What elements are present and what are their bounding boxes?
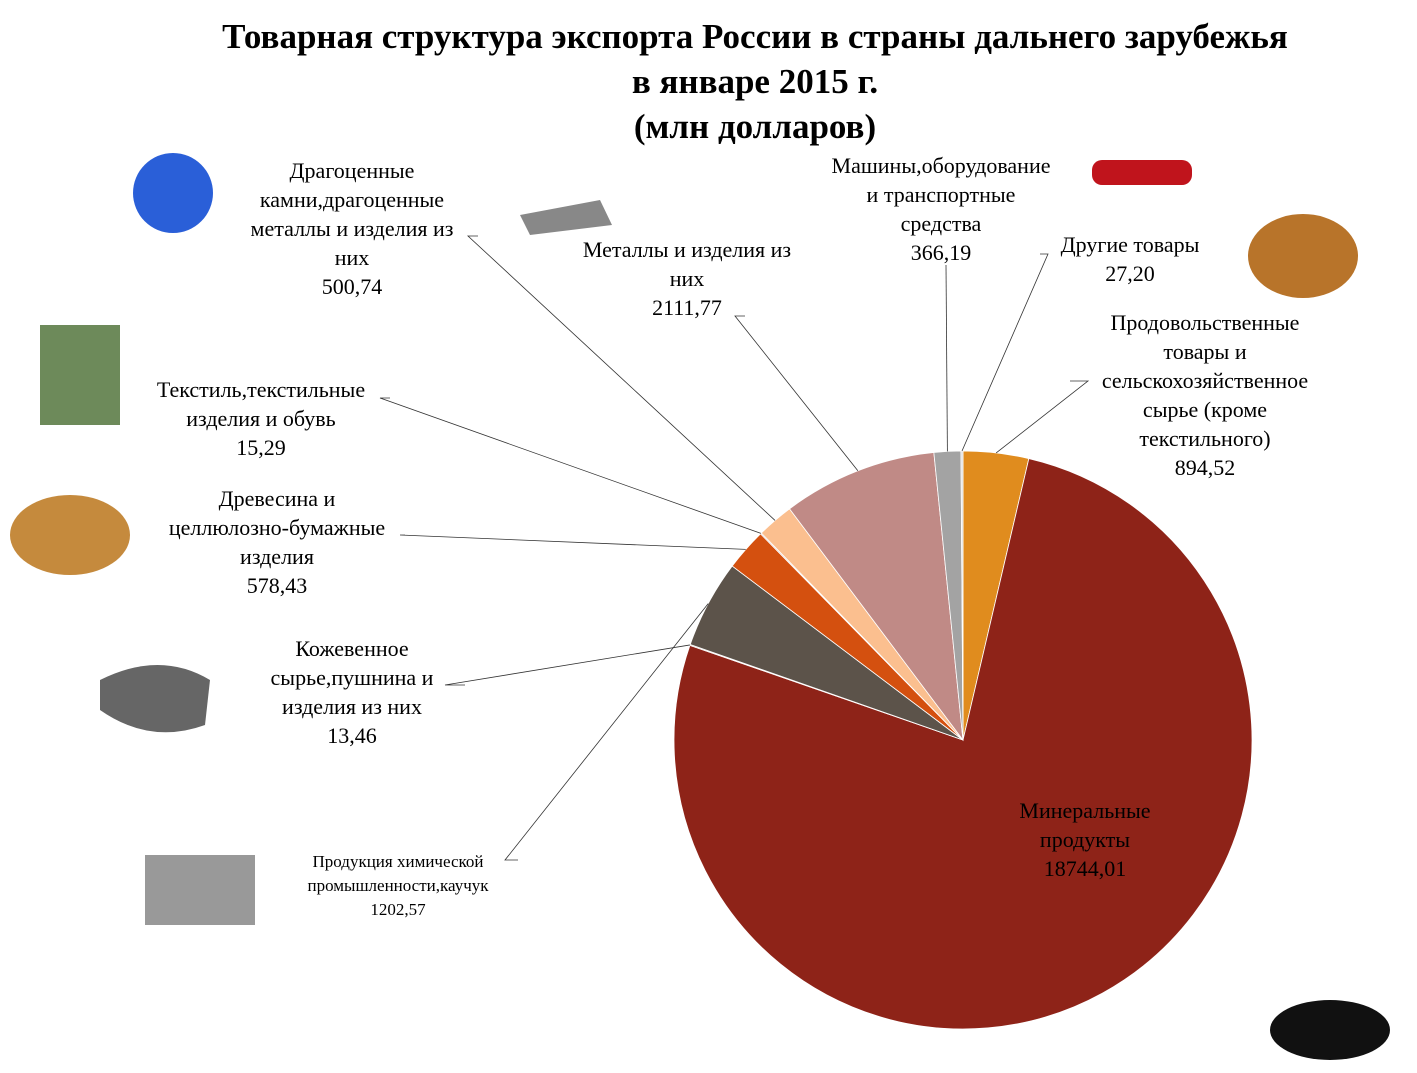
- value-label: 15,29: [236, 435, 286, 460]
- textile-icon: [40, 325, 120, 425]
- value-label: 578,43: [246, 573, 308, 598]
- leader-line: [399, 534, 746, 550]
- value-label: 2111,77: [652, 295, 722, 320]
- metal-icon: [520, 200, 612, 235]
- category-name: Драгоценные камни,драгоценные металлы и …: [250, 158, 454, 270]
- leader-line: [444, 644, 691, 686]
- leader-line: [995, 380, 1090, 454]
- chemistry-icon: [145, 855, 255, 925]
- leader-line: [961, 253, 1049, 452]
- burger-icon: [1248, 214, 1358, 298]
- slice-label: Кожевенное сырье,пушнина и изделия из ни…: [271, 634, 434, 750]
- leader-line: [945, 264, 948, 452]
- category-name: Текстиль,текстильные изделия и обувь: [156, 377, 366, 431]
- gem-icon: [133, 153, 213, 233]
- slice-label: Машины,оборудование и транспортные средс…: [832, 151, 1051, 267]
- slice-label: Металлы и изделия из них 2111,77: [583, 235, 791, 322]
- value-label: 13,46: [327, 723, 377, 748]
- value-label: 366,19: [910, 240, 972, 265]
- category-name: Кожевенное сырье,пушнина и изделия из ни…: [270, 636, 434, 719]
- leader-line: [734, 315, 859, 472]
- chart-title: Товарная структура экспорта России в стр…: [222, 17, 1288, 146]
- category-name: Древесина и целлюлозно-бумажные изделия: [168, 486, 386, 569]
- pie-slice: [960, 450, 964, 741]
- category-name: Другие товары: [1060, 232, 1200, 257]
- leader-line: [466, 235, 776, 521]
- slice-label: Текстиль,текстильные изделия и обувь 15,2…: [157, 375, 365, 462]
- value-label: 18744,01: [1043, 856, 1127, 881]
- slice-label: Драгоценные камни,драгоценные металлы и …: [251, 156, 454, 301]
- category-name: Продовольственные товары и сельскохозяйс…: [1101, 310, 1309, 451]
- value-label: 894,52: [1174, 455, 1236, 480]
- decor: [10, 153, 1390, 1060]
- value-label: 500,74: [321, 274, 383, 299]
- wood-icon: [10, 495, 130, 575]
- slice-label: Продовольственные товары и сельскохозяйс…: [1102, 308, 1308, 482]
- category-name: Металлы и изделия из них: [582, 237, 792, 291]
- category-name: Продукция химической промышленности,кауч…: [307, 852, 489, 895]
- leader-line: [504, 603, 709, 861]
- value-label: 1202,57: [370, 900, 426, 919]
- leader-line: [379, 397, 762, 534]
- category-name: Машины,оборудование и транспортные средс…: [831, 153, 1051, 236]
- category-name: Минеральные продукты: [1019, 798, 1151, 852]
- pie-slice: [673, 458, 1253, 1030]
- leather-icon: [100, 665, 210, 733]
- slice-label: Минеральные продукты 18744,01: [1019, 796, 1150, 883]
- car-icon: [1092, 160, 1192, 185]
- value-label: 27,20: [1105, 261, 1155, 286]
- slice-label: Древесина и целлюлозно-бумажные изделия 5…: [169, 484, 385, 600]
- slice-label: Продукция химической промышленности,кауч…: [307, 850, 488, 922]
- slice-label: Другие товары 27,20: [1061, 230, 1200, 288]
- oil-icon: [1270, 1000, 1390, 1060]
